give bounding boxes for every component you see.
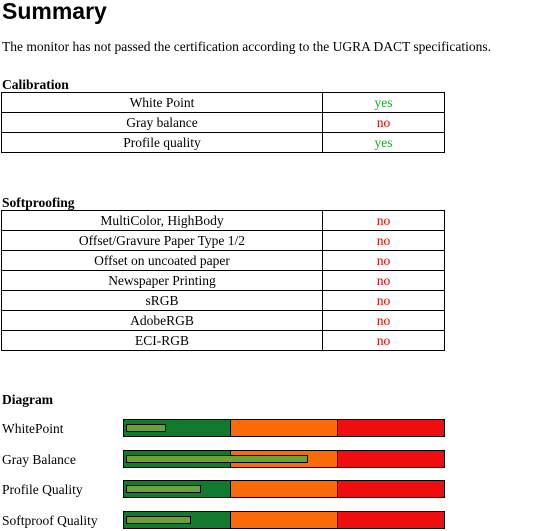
criterion-label: Offset/Gravure Paper Type 1/2 <box>1 230 323 251</box>
criterion-result: no <box>322 230 445 251</box>
zone-bad <box>337 481 444 497</box>
table-row: Gray balance no <box>1 112 445 133</box>
softproofing-table: MultiColor, HighBody no Offset/Gravure P… <box>1 210 445 351</box>
softproofing-heading: Softproofing <box>2 195 75 210</box>
table-row: Offset on uncoated paper no <box>1 250 445 271</box>
diagram-label: Profile Quality <box>2 482 83 497</box>
criterion-label: ECI-RGB <box>1 330 323 351</box>
criterion-label: White Point <box>1 92 323 113</box>
criterion-label: Profile quality <box>1 132 323 153</box>
criterion-result: no <box>322 250 445 271</box>
zone-medium <box>230 420 337 436</box>
zone-medium <box>230 512 337 528</box>
quality-bar <box>123 419 445 437</box>
table-row: AdobeRGB no <box>1 310 445 331</box>
criterion-label: Offset on uncoated paper <box>1 250 323 271</box>
table-row: Profile quality yes <box>1 132 445 153</box>
quality-indicator <box>126 424 166 432</box>
zone-medium <box>230 481 337 497</box>
zone-bad <box>337 451 444 467</box>
calibration-table: White Point yes Gray balance no Profile … <box>1 92 445 153</box>
certification-statement: The monitor has not passed the certifica… <box>2 39 492 54</box>
criterion-result: no <box>322 310 445 331</box>
criterion-label: Newspaper Printing <box>1 270 323 291</box>
diagram-row-softproof-quality: Softproof Quality <box>0 511 556 531</box>
criterion-result: no <box>322 210 445 231</box>
criterion-label: sRGB <box>1 290 323 311</box>
quality-bar <box>123 480 445 498</box>
criterion-label: MultiColor, HighBody <box>1 210 323 231</box>
table-row: ECI-RGB no <box>1 330 445 351</box>
table-row: White Point yes <box>1 92 445 113</box>
criterion-result: no <box>322 112 445 133</box>
diagram-label: Gray Balance <box>2 452 76 467</box>
calibration-heading: Calibration <box>2 77 69 92</box>
diagram-label: Softproof Quality <box>2 513 98 528</box>
criterion-label: Gray balance <box>1 112 323 133</box>
quality-indicator <box>126 455 308 463</box>
table-row: MultiColor, HighBody no <box>1 210 445 231</box>
quality-indicator <box>126 516 191 524</box>
criterion-label: AdobeRGB <box>1 310 323 331</box>
criterion-result: no <box>322 330 445 351</box>
diagram-heading: Diagram <box>2 392 53 407</box>
criterion-result: yes <box>322 92 445 113</box>
diagram-row-gray-balance: Gray Balance <box>0 450 556 470</box>
zone-bad <box>337 512 444 528</box>
quality-bar <box>123 450 445 468</box>
quality-bar <box>123 511 445 529</box>
criterion-result: yes <box>322 132 445 153</box>
table-row: sRGB no <box>1 290 445 311</box>
criterion-result: no <box>322 270 445 291</box>
diagram-row-profile-quality: Profile Quality <box>0 480 556 500</box>
criterion-result: no <box>322 290 445 311</box>
page-title: Summary <box>2 0 107 24</box>
zone-bad <box>337 420 444 436</box>
table-row: Offset/Gravure Paper Type 1/2 no <box>1 230 445 251</box>
diagram-row-whitepoint: WhitePoint <box>0 419 556 439</box>
table-row: Newspaper Printing no <box>1 270 445 291</box>
quality-indicator <box>126 485 201 493</box>
diagram-label: WhitePoint <box>2 421 64 436</box>
